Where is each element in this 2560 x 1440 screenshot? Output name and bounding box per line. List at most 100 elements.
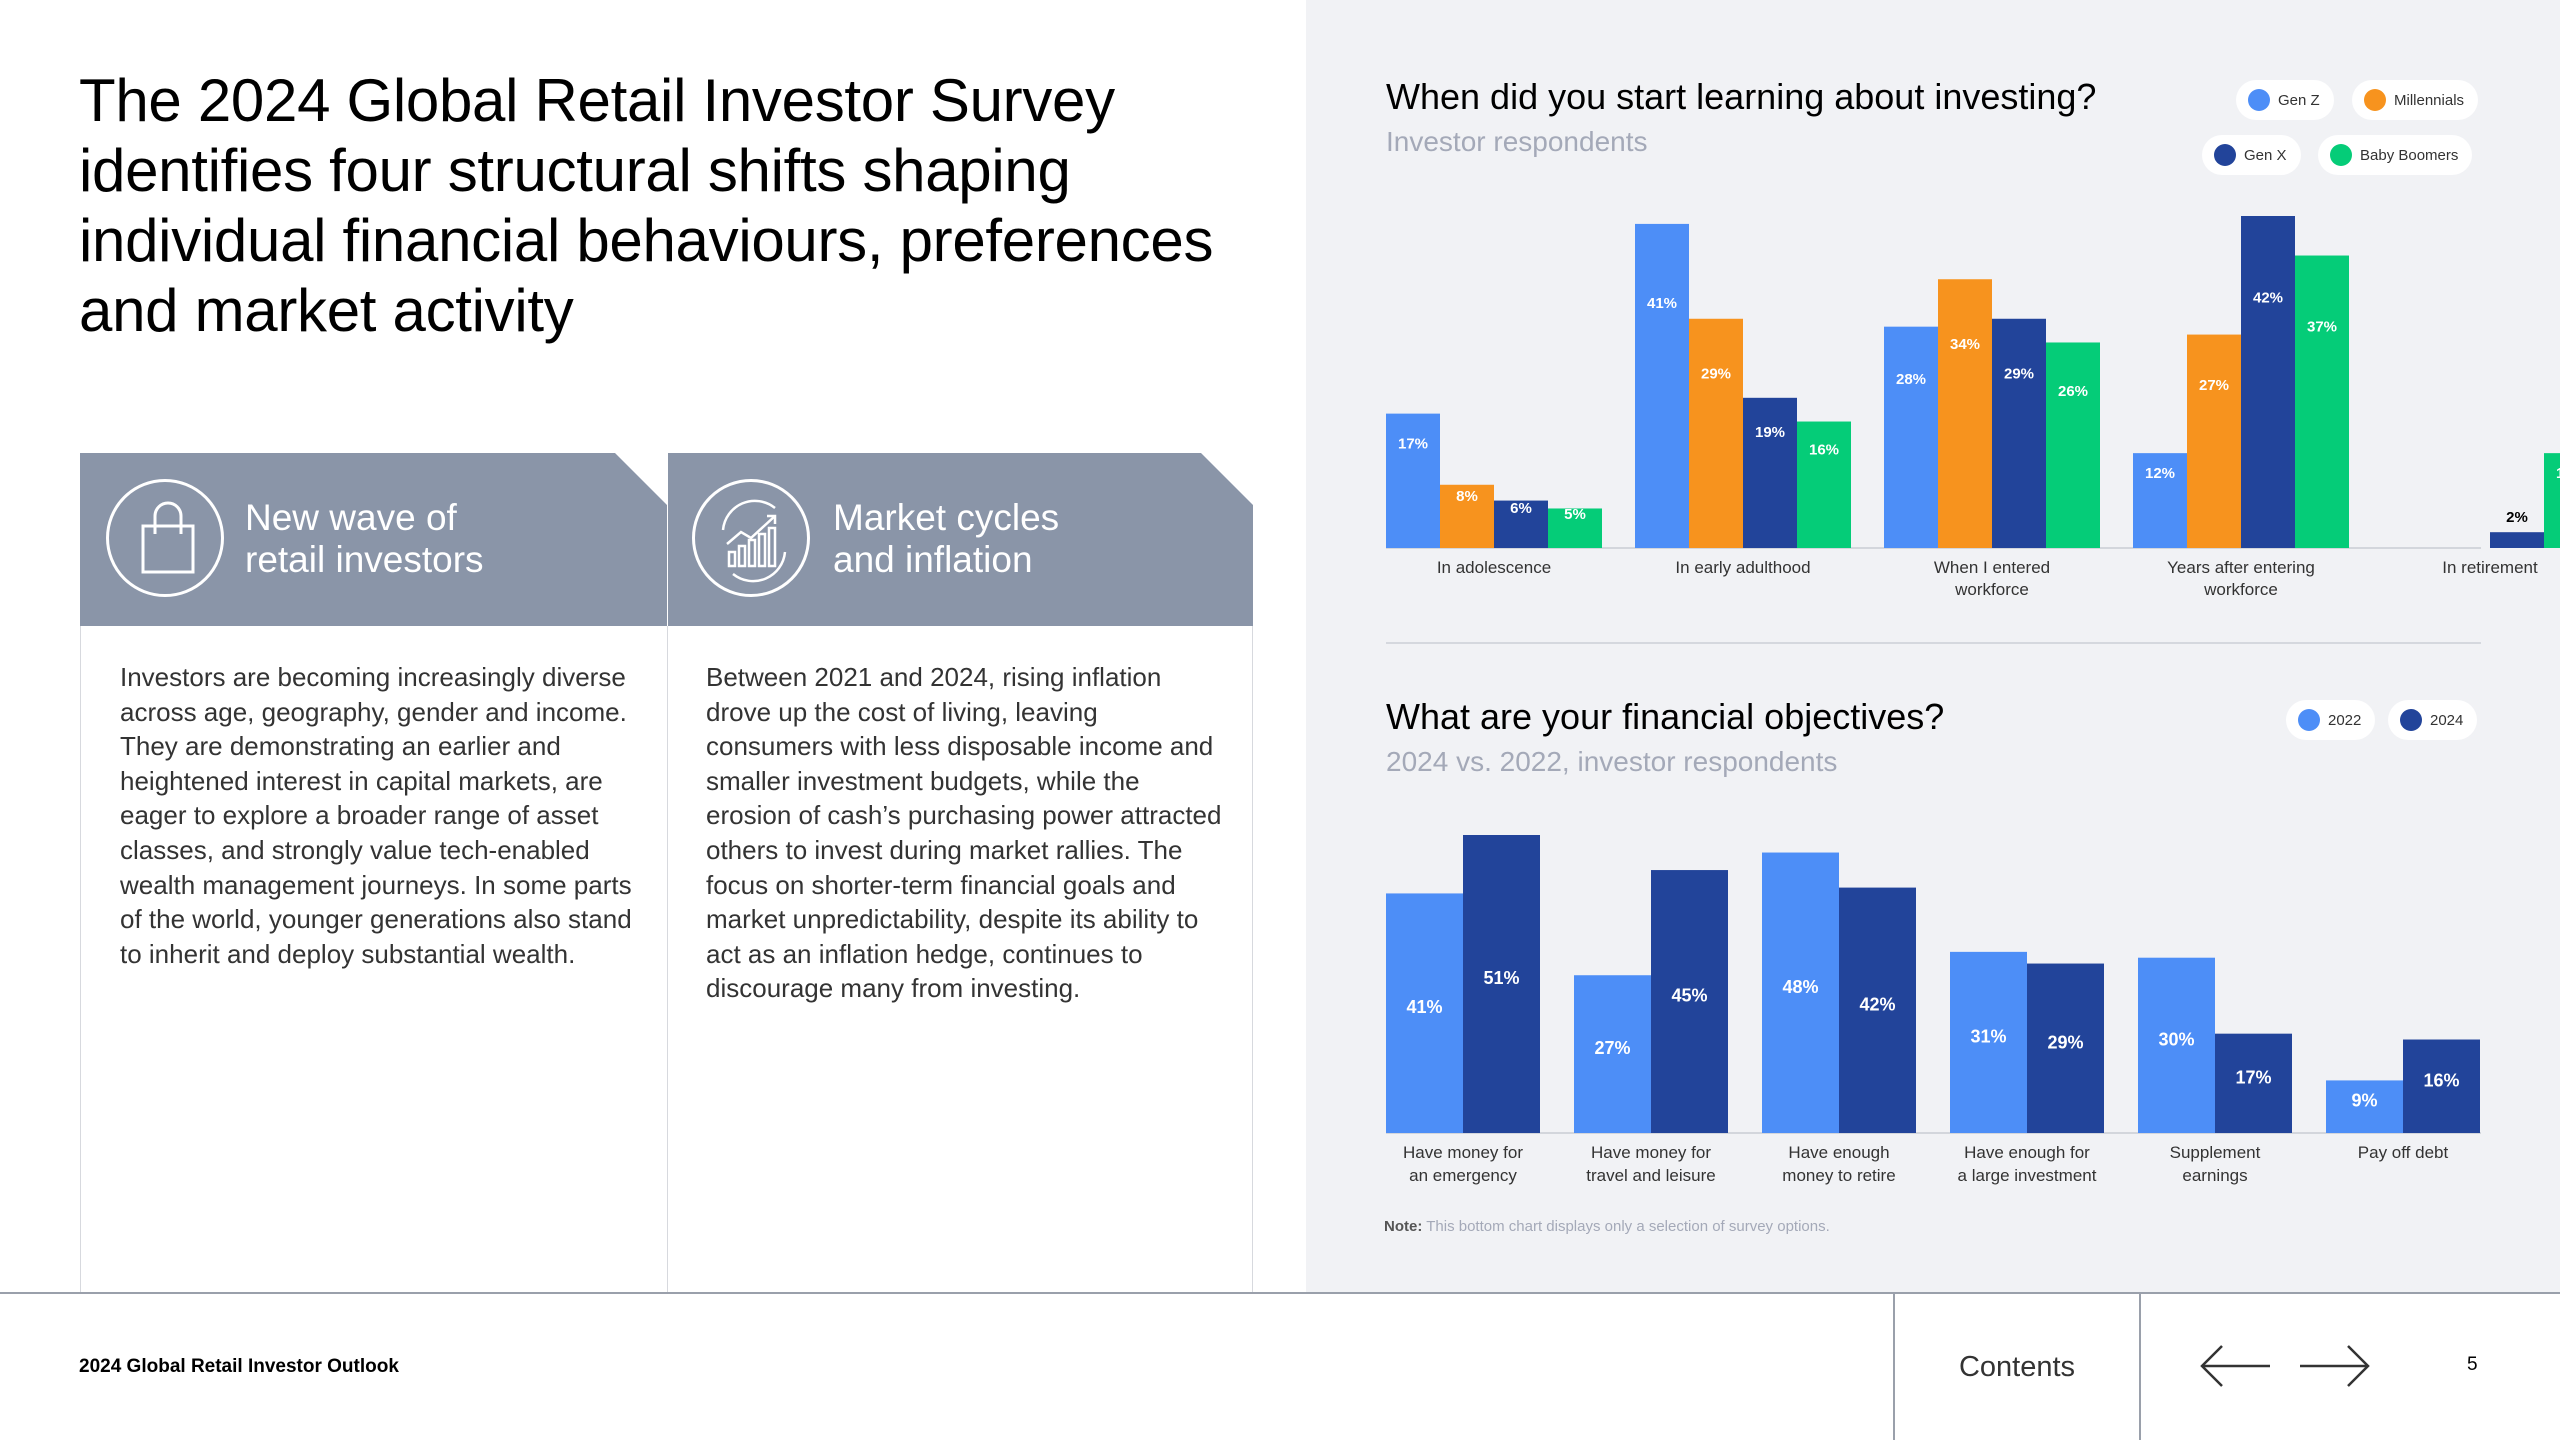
category-label: In retirement [2442, 558, 2538, 577]
bar [1548, 508, 1602, 548]
bar [1839, 887, 1916, 1133]
chart1-plot: 17% 8% 6% 5% In adolescence 41% 29% 19% 16% In ea… [1386, 216, 2560, 599]
chart-note: Note: This bottom chart displays only a … [1384, 1218, 1830, 1235]
data-label: 37% [2307, 319, 2337, 336]
legend-label: Millennials [2394, 91, 2465, 109]
data-label: 6% [1510, 500, 1532, 517]
data-label: 12% [2556, 465, 2560, 482]
legend-dot [2298, 709, 2320, 731]
arrow-right-icon[interactable] [2294, 1336, 2374, 1396]
category-label: travel and leisure [1586, 1166, 1715, 1185]
bar [1938, 279, 1992, 548]
bar [2544, 453, 2560, 548]
data-label: 26% [2058, 383, 2088, 400]
data-label: 41% [1406, 997, 1442, 1017]
category-label: Have enough for [1964, 1143, 2090, 1162]
chart2-subtitle: 2024 vs. 2022, investor respondents [1386, 746, 1838, 777]
bar [2403, 1039, 2480, 1133]
bar [1743, 397, 1797, 548]
bar [1440, 484, 1494, 548]
card-body-market-cycles: Between 2021 and 2024, rising inflation … [667, 626, 1253, 1292]
card-title-line: Market cycles [833, 497, 1060, 538]
legend-item-gen-z: Gen Z [2236, 80, 2334, 120]
category-label: an emergency [1409, 1166, 1517, 1185]
data-label: 16% [1809, 441, 1839, 458]
footer: 2024 Global Retail Investor Outlook Cont… [0, 1292, 2560, 1440]
data-label: 9% [2351, 1091, 2377, 1111]
category-label: Have enough [1788, 1143, 1889, 1162]
bar [1386, 413, 1440, 548]
data-label: 17% [2235, 1067, 2271, 1087]
growth-chart-icon [692, 479, 810, 597]
data-label: 30% [2158, 1029, 2194, 1049]
legend-item-millennials: Millennials [2352, 80, 2479, 120]
legend-dot [2364, 89, 2386, 111]
data-label: 5% [1564, 506, 1586, 523]
data-label: 16% [2423, 1070, 2459, 1090]
bar [1689, 318, 1743, 548]
data-label: 29% [2047, 1032, 2083, 1052]
data-label: 27% [2199, 377, 2229, 394]
bar [1797, 421, 1851, 548]
left-panel: The 2024 Global Retail Investor Survey i… [0, 0, 1306, 1292]
chart2-plot: 41% 51% Have money for an emergency 27% 45% Ha… [1386, 835, 2481, 1185]
card-title-line: New wave of [245, 497, 457, 538]
bar [2027, 963, 2104, 1133]
card-title-line: and inflation [833, 539, 1033, 580]
bar [1950, 951, 2027, 1133]
note-label: Note: [1384, 1218, 1423, 1235]
bar [2490, 532, 2544, 548]
category-label: Have money for [1591, 1143, 1711, 1162]
category-label: Pay off debt [2358, 1143, 2449, 1162]
bar [1494, 500, 1548, 548]
legend-dot [2214, 144, 2236, 166]
category-label: When I entered [1934, 558, 2050, 577]
data-label: 19% [1755, 424, 1785, 441]
bar [2215, 1033, 2292, 1133]
bar [1651, 870, 1728, 1133]
data-label: 17% [1398, 436, 1428, 453]
data-label: 42% [2253, 289, 2283, 306]
card-header-market-cycles: Market cycles and inflation [668, 453, 1253, 626]
category-label: earnings [2182, 1166, 2247, 1185]
shopping-bag-icon [106, 479, 224, 597]
data-label: 27% [1594, 1038, 1630, 1058]
category-label: In adolescence [1437, 558, 1551, 577]
footer-title: 2024 Global Retail Investor Outlook [79, 1356, 399, 1377]
card-title-line: retail investors [245, 539, 484, 580]
category-label: Years after entering [2167, 558, 2315, 577]
card-header-new-wave: New wave of retail investors [80, 453, 667, 626]
page-title: The 2024 Global Retail Investor Survey i… [79, 67, 1214, 344]
bar [1762, 852, 1839, 1133]
arrow-left-icon[interactable] [2196, 1336, 2276, 1396]
legend-item-2024: 2024 [2388, 700, 2478, 740]
legend-dot [2330, 144, 2352, 166]
legend-dot [2248, 89, 2270, 111]
data-label: 42% [1859, 994, 1895, 1014]
category-label: In early adulthood [1675, 558, 1810, 577]
bar [2138, 957, 2215, 1133]
category-label: Have money for [1403, 1143, 1523, 1162]
contents-button[interactable]: Contents [1893, 1294, 2141, 1440]
page-number: 5 [2467, 1354, 2478, 1375]
data-label: 12% [2145, 465, 2175, 482]
bar [1992, 318, 2046, 548]
legend-item-2022: 2022 [2286, 700, 2376, 740]
category-label: workforce [1954, 580, 2029, 599]
note-text: This bottom chart displays only a select… [1426, 1218, 1830, 1235]
legend-label: Baby Boomers [2360, 146, 2459, 164]
category-label: Supplement [2170, 1143, 2261, 1162]
legend-label: Gen X [2244, 146, 2287, 164]
bar [1386, 893, 1463, 1133]
data-label: 28% [1896, 371, 1926, 388]
bar [1884, 326, 1938, 548]
data-label: 45% [1671, 986, 1707, 1006]
card-title: Market cycles and inflation [833, 497, 1213, 581]
bar [1574, 975, 1651, 1133]
category-label: a large investment [1958, 1166, 2097, 1185]
chart-divider [1386, 642, 2481, 644]
data-label: 29% [2004, 365, 2034, 382]
data-label: 41% [1647, 295, 1677, 312]
bar [2046, 342, 2100, 548]
bar [2187, 334, 2241, 548]
